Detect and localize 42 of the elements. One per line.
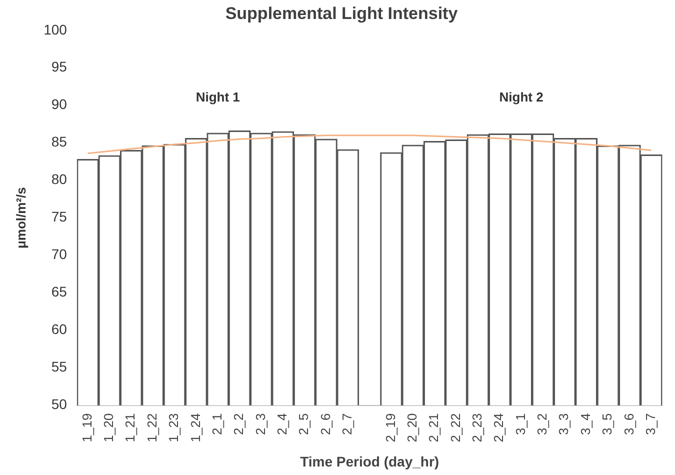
y-tick-label: 85 [51, 134, 68, 150]
x-tick-label: 2_1 [209, 413, 224, 435]
x-axis-title: Time Period (day_hr) [300, 453, 440, 470]
y-tick-label: 100 [44, 21, 68, 38]
x-tick-label: 3_1 [512, 413, 528, 435]
x-tick-label: 2_21 [426, 413, 442, 442]
x-tick-label: 3_2 [534, 413, 550, 435]
x-tick-label: 2_22 [448, 413, 463, 442]
y-tick-label: 65 [51, 284, 68, 300]
x-tick-label: 2_7 [339, 413, 354, 435]
x-tick-label: 2_20 [404, 413, 420, 442]
x-tick-label: 3_3 [556, 413, 572, 435]
x-tick-label: 1_21 [122, 413, 138, 442]
x-tick-label: 2_6 [318, 413, 333, 435]
y-tick-label: 95 [51, 58, 68, 75]
y-tick-label: 50 [51, 396, 68, 412]
x-tick-label: 1_22 [144, 413, 160, 442]
x-tick-label: 3_4 [578, 413, 593, 435]
y-tick-label: 80 [51, 171, 68, 188]
y-tick-label: 75 [51, 208, 68, 225]
x-tick-label: 2_2 [231, 413, 246, 435]
annotation: Night 2 [499, 89, 544, 104]
x-tick-label: 1_19 [79, 413, 94, 442]
y-axis-title: μmol/m²/s [13, 187, 28, 249]
y-tick-label: 55 [51, 358, 68, 375]
y-tick-label: 60 [51, 321, 68, 338]
y-tick-label: 90 [51, 96, 68, 112]
x-tick-label: 3_6 [621, 413, 636, 435]
x-tick-label: 2_5 [296, 413, 312, 435]
y-tick-label: 70 [51, 246, 68, 262]
x-tick-label: 3_7 [642, 413, 658, 435]
x-tick-label: 2_4 [274, 413, 290, 435]
x-tick-label: 2_19 [382, 413, 398, 442]
x-tick-label: 2_23 [470, 413, 485, 442]
x-tick-label: 2_3 [252, 413, 268, 435]
annotation: Night 1 [196, 89, 240, 104]
x-tick-label: 1_23 [166, 413, 182, 442]
chart-title: Supplemental Light Intensity [225, 4, 458, 23]
x-tick-label: 1_24 [188, 413, 203, 442]
x-tick-label: 3_5 [600, 413, 615, 435]
x-tick-label: 2_24 [491, 413, 506, 442]
x-tick-label: 1_20 [101, 413, 116, 442]
